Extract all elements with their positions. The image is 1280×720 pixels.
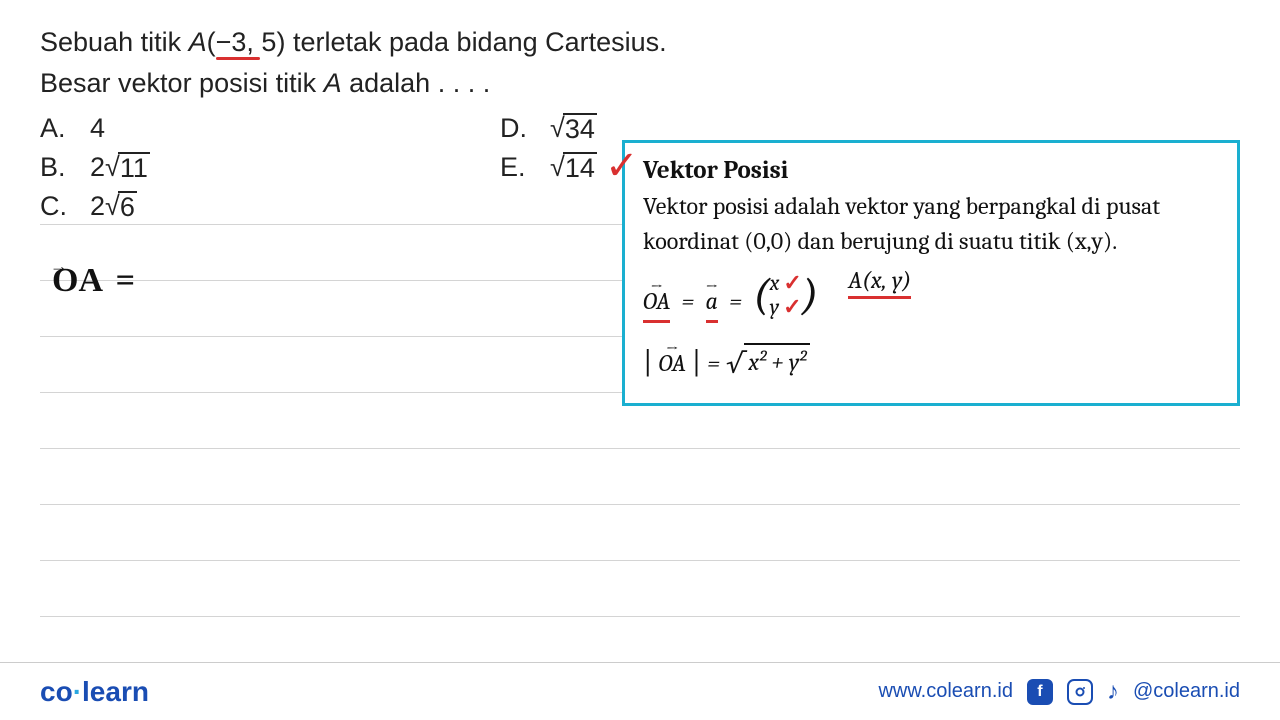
info-body: Vektor posisi adalah vektor yang berpang… <box>643 189 1219 259</box>
q1-pre: Sebuah titik <box>40 27 189 57</box>
point-open: ( <box>207 27 216 57</box>
oa-vec-eq: → OA = → a = ( x✓ y✓ ) <box>643 271 818 323</box>
footer-url: www.colearn.id <box>878 680 1013 703</box>
oa-vector-mag: → OA <box>658 346 685 381</box>
option-e-value: √14 <box>550 152 597 183</box>
option-b-radicand: 11 <box>118 152 150 182</box>
axy-label: A(x, y) <box>848 266 911 299</box>
eq1: = <box>682 287 695 315</box>
check-icon: ✓ <box>605 137 639 195</box>
option-b: B. 2√11 <box>40 152 460 183</box>
oa-vector: → OA <box>643 284 670 323</box>
option-b-letter: B. <box>40 152 66 183</box>
option-c-radicand: 6 <box>118 191 137 221</box>
q2-var: A <box>324 68 342 98</box>
magnitude-row: | → OA | = √ x² + y² <box>643 341 1219 385</box>
axy-label-wrap: A(x, y) <box>848 263 911 298</box>
q2-post: adalah . . . . <box>342 68 491 98</box>
point-y: 5 <box>254 27 277 57</box>
option-c-prefix: 2 <box>90 191 105 222</box>
rule-line <box>40 448 1240 449</box>
formula-row-1: → OA = → a = ( x✓ y✓ ) A(x, y) <box>643 271 1219 323</box>
rule-line <box>40 560 1240 561</box>
option-c-letter: C. <box>40 191 66 222</box>
point-x: −3, <box>216 27 254 57</box>
logo-learn: learn <box>82 676 149 707</box>
arrow-icon: → <box>643 276 670 299</box>
arrow-over-icon: → <box>50 256 66 277</box>
logo: co·learn <box>40 676 149 708</box>
paren-close-icon: ) <box>802 277 818 312</box>
q1-post: terletak pada bidang Cartesius. <box>285 27 666 57</box>
tiktok-icon: ♪ <box>1107 678 1119 706</box>
question-line-1: Sebuah titik A(−3, 5) terletak pada bida… <box>40 22 1240 63</box>
paren-open-icon: ( <box>753 277 769 312</box>
option-c-value: 2√6 <box>90 191 137 222</box>
logo-dot: · <box>73 676 82 707</box>
question-line-2: Besar vektor posisi titik A adalah . . .… <box>40 63 1240 104</box>
footer: co·learn www.colearn.id f ♪ @colearn.id <box>0 662 1280 720</box>
info-box: ✓ Vektor Posisi Vektor posisi adalah vek… <box>622 140 1240 406</box>
point-label: A <box>189 27 207 57</box>
option-d-value: √34 <box>550 113 597 144</box>
col-y: y✓ <box>770 295 802 319</box>
option-a-letter: A. <box>40 113 66 144</box>
abs-bar-icon: | <box>692 341 701 385</box>
check-icon: ✓ <box>783 294 801 320</box>
option-e-letter: E. <box>500 152 526 183</box>
rule-line <box>40 616 1240 617</box>
logo-co: co <box>40 676 73 707</box>
q2-pre: Besar vektor posisi titik <box>40 68 324 98</box>
footer-right: www.colearn.id f ♪ @colearn.id <box>878 678 1240 706</box>
arrow-icon: → <box>706 276 718 299</box>
footer-handle: @colearn.id <box>1133 680 1240 703</box>
option-c: C. 2√6 <box>40 191 460 222</box>
col-vals: x✓ y✓ <box>770 271 802 319</box>
a-vector: → a <box>706 284 718 323</box>
eq3: = <box>707 346 720 381</box>
option-d-radicand: 34 <box>563 113 597 143</box>
option-b-prefix: 2 <box>90 152 105 183</box>
option-a: A. 4 <box>40 113 460 144</box>
option-b-value: 2√11 <box>90 152 150 183</box>
arrow-icon: → <box>658 338 685 361</box>
info-title: Vektor Posisi <box>643 153 1219 189</box>
abs-bar-icon: | <box>643 341 652 385</box>
facebook-icon: f <box>1027 679 1053 705</box>
column-vector: ( x✓ y✓ ) <box>753 271 818 319</box>
sqrt-expression: √ x² + y² <box>726 343 810 384</box>
eq-text: = <box>116 262 135 299</box>
option-d-letter: D. <box>500 113 526 144</box>
instagram-icon <box>1067 679 1093 705</box>
col-x: x✓ <box>770 271 802 295</box>
eq2: = <box>729 287 742 315</box>
sqrt-arg: x² + y² <box>744 343 810 380</box>
option-e-radicand: 14 <box>563 152 597 182</box>
rule-line <box>40 504 1240 505</box>
option-a-value: 4 <box>90 113 105 144</box>
check-icon: ✓ <box>783 270 801 296</box>
